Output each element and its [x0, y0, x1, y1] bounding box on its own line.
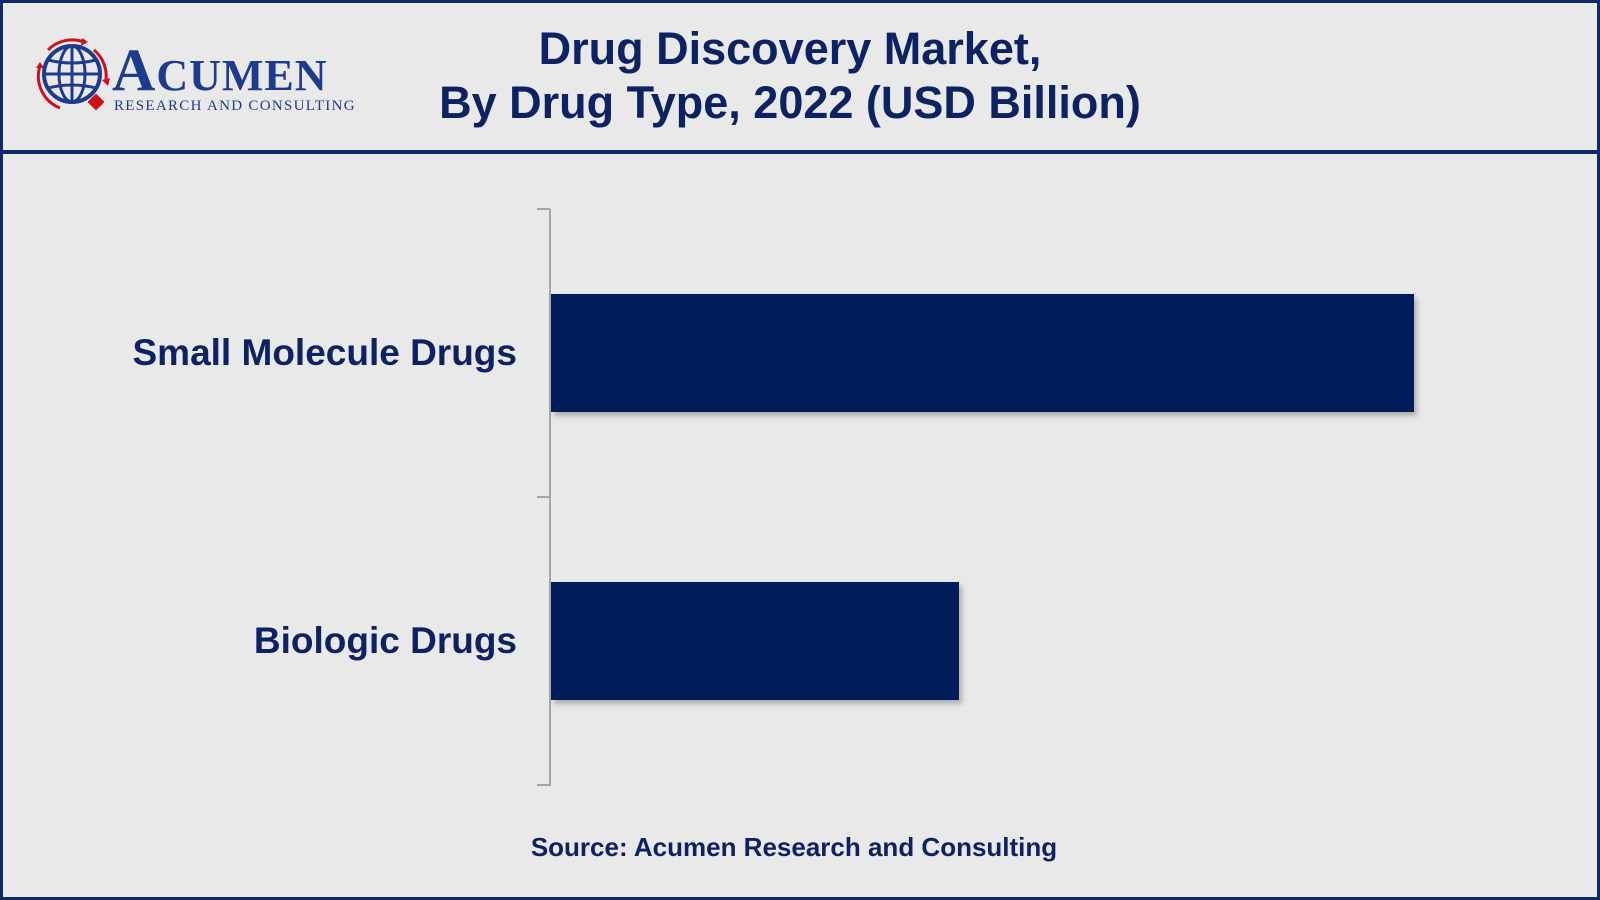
y-axis-tick [537, 496, 550, 498]
y-axis-tick [537, 208, 550, 210]
title-line-1: Drug Discovery Market, [538, 23, 1042, 74]
bar-small-molecule-drugs [551, 294, 1414, 412]
acumen-logo: ACUMEN RESEARCH AND CONSULTING [34, 36, 364, 116]
y-axis-line [549, 209, 551, 786]
source-note: Source: Acumen Research and Consulting [530, 832, 1058, 862]
bar-biologic-drugs [551, 582, 959, 700]
logo-wordmark: ACUMEN [112, 37, 328, 103]
header-divider [0, 150, 1600, 154]
logo-subtitle: RESEARCH AND CONSULTING [114, 98, 356, 114]
chart-title: Drug Discovery Market, By Drug Type, 202… [390, 22, 1190, 130]
globe-logo-icon [36, 38, 110, 111]
category-label-small-molecule: Small Molecule Drugs [132, 332, 518, 373]
header: ACUMEN RESEARCH AND CONSULTING Drug Disc… [0, 0, 1600, 150]
title-line-2: By Drug Type, 2022 (USD Billion) [439, 77, 1141, 128]
y-axis-tick [537, 784, 550, 786]
category-label-biologic: Biologic Drugs [253, 620, 517, 661]
